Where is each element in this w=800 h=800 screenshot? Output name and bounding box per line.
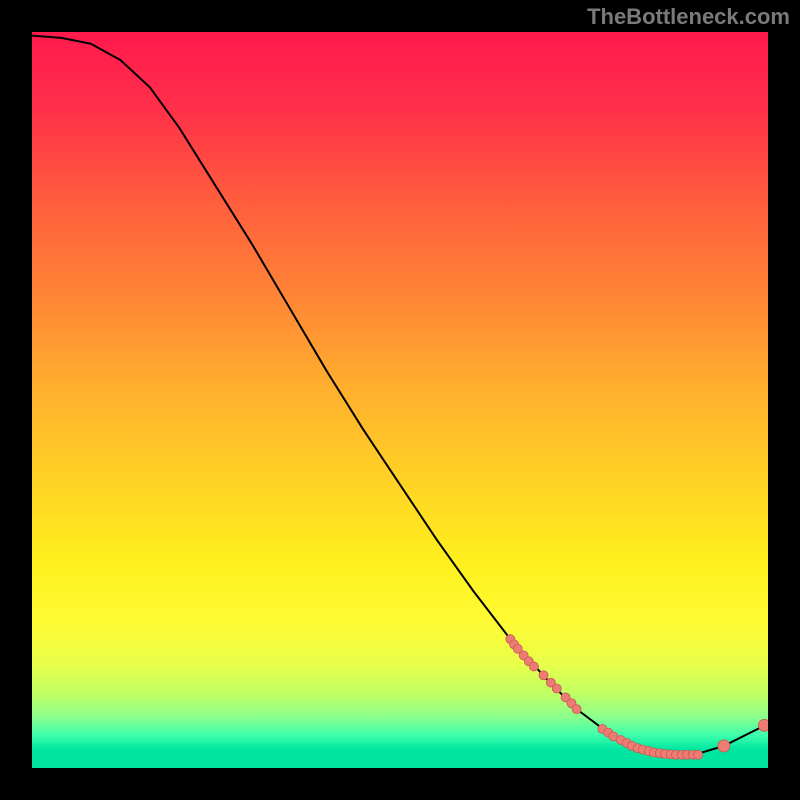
chart-container: TheBottleneck.com — [0, 0, 800, 800]
scatter-point — [539, 671, 548, 680]
bottleneck-curve — [32, 36, 768, 755]
scatter-point — [572, 705, 581, 714]
curve-layer — [32, 32, 768, 768]
scatter-point-large — [718, 740, 730, 752]
plot-area — [32, 32, 768, 768]
scatter-point — [694, 750, 703, 759]
scatter-point-large — [758, 719, 768, 731]
watermark-text: TheBottleneck.com — [587, 4, 790, 30]
scatter-point — [529, 662, 538, 671]
scatter-point — [552, 684, 561, 693]
